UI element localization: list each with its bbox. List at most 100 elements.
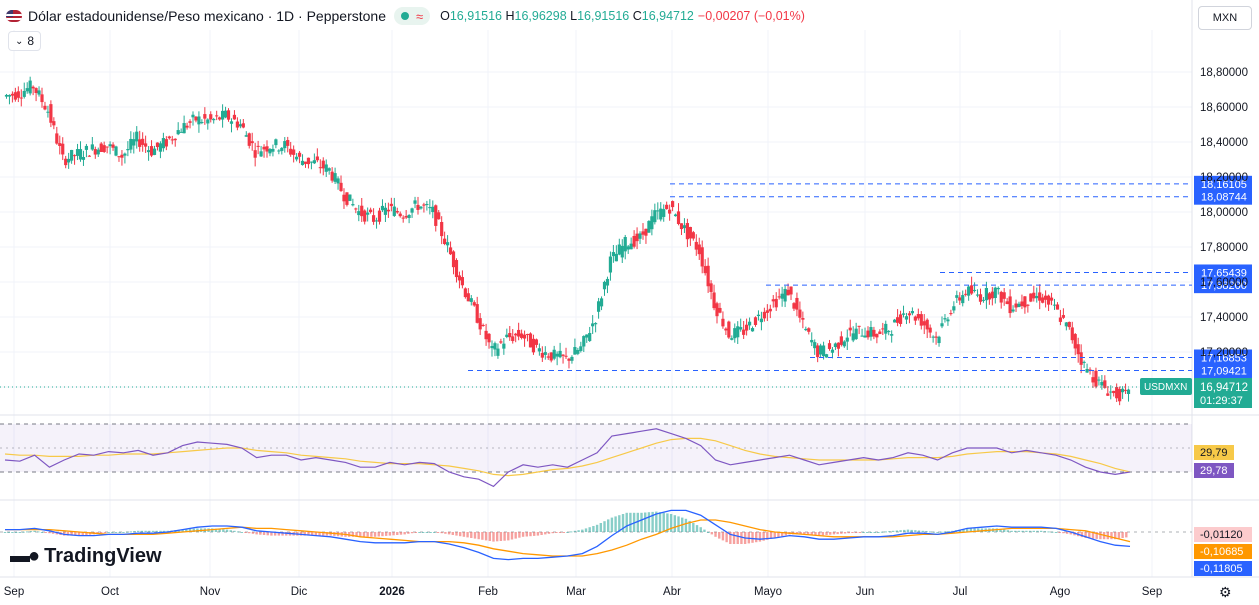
candle-body <box>389 203 393 207</box>
symbol-title[interactable]: Dólar estadounidense/Peso mexicano · 1D … <box>28 8 386 24</box>
candle-body <box>958 297 962 301</box>
macd-bar <box>155 530 158 532</box>
candle-body <box>348 194 352 201</box>
macd-bar <box>29 531 33 533</box>
macd-label: -0,11805 <box>1200 563 1243 575</box>
candle-body <box>596 301 601 312</box>
macd-bar <box>821 532 825 536</box>
candle-body <box>555 353 559 357</box>
candle-body <box>730 338 734 340</box>
x-tick-label: Oct <box>101 586 120 598</box>
candle-body <box>185 125 189 128</box>
candle-body <box>132 139 136 146</box>
macd-bar <box>425 532 429 533</box>
candle-body <box>827 343 832 349</box>
candle-body <box>81 156 86 160</box>
macd-bar <box>884 531 887 533</box>
macd-bar <box>829 532 832 535</box>
candle-body <box>218 117 222 120</box>
candle-body <box>585 334 589 338</box>
macd-bar <box>1062 532 1065 534</box>
candle-body <box>904 316 909 320</box>
candle-body <box>443 238 447 245</box>
macd-bar <box>1080 532 1084 538</box>
candle-body <box>756 314 761 317</box>
candle-body <box>508 333 512 338</box>
macd-bar <box>488 532 491 541</box>
candle-body <box>487 333 491 343</box>
candle-body <box>105 146 109 148</box>
gridlines <box>0 30 1192 577</box>
macd-bar <box>814 532 817 536</box>
macd-bar <box>429 532 432 533</box>
macd-bar <box>310 532 314 536</box>
macd-bar <box>1110 532 1113 540</box>
candle-body <box>499 341 503 343</box>
market-status-pill[interactable]: ≈ <box>393 7 431 25</box>
candle-body <box>884 323 888 334</box>
macd-bar <box>910 529 913 532</box>
macd-bar <box>706 532 710 533</box>
macd-bar <box>1084 532 1087 538</box>
candle-body <box>256 145 260 147</box>
candle-body <box>52 121 56 126</box>
macd-bar <box>436 532 440 533</box>
macd-bar <box>318 532 321 536</box>
candle-body <box>916 314 920 319</box>
macd-bar <box>433 532 436 533</box>
macd-bar <box>965 528 969 532</box>
indicators-toggle[interactable]: ⌄ 8 <box>8 31 42 51</box>
candle-body <box>371 215 376 222</box>
macd-bar <box>677 516 680 532</box>
level-label-bg <box>1194 362 1252 379</box>
macd-bar <box>366 532 369 537</box>
candle-body <box>404 215 408 218</box>
macd-bar <box>1032 530 1035 532</box>
macd-bar <box>266 532 269 536</box>
y-tick-label: 18,00000 <box>1200 207 1248 219</box>
macd-bar <box>418 532 421 533</box>
macd-bar <box>40 532 44 533</box>
candle-body <box>511 336 515 342</box>
candle-body <box>546 356 550 358</box>
macd-bar <box>177 529 181 532</box>
level-label-bg <box>1194 175 1252 192</box>
candle-body <box>517 329 521 337</box>
candle-body <box>1118 388 1122 402</box>
candle-body <box>220 110 225 120</box>
macd-bar <box>962 529 965 532</box>
macd-bar <box>699 527 702 532</box>
candle-body <box>727 321 731 338</box>
macd-bar <box>355 532 358 537</box>
candle-body <box>1041 297 1045 303</box>
macd-bar <box>462 532 466 537</box>
candle-body <box>478 318 482 330</box>
candle-body <box>694 241 698 250</box>
tradingview-logo[interactable]: ▬● TradingView <box>10 545 162 568</box>
candle-body <box>64 158 68 166</box>
candle-body <box>697 244 701 255</box>
macd-bar <box>362 532 366 537</box>
macd-bar <box>325 532 329 536</box>
x-tick-label: Nov <box>200 586 221 598</box>
candle-body <box>398 213 402 217</box>
candle-body <box>297 152 302 157</box>
candle-body <box>250 141 254 144</box>
macd-bar <box>510 532 514 540</box>
currency-selector[interactable]: MXN <box>1198 6 1252 30</box>
candle-body <box>810 339 814 343</box>
candle-body <box>84 145 89 150</box>
candle-body <box>386 209 390 212</box>
macd-bar <box>762 532 765 541</box>
candle-body <box>964 293 968 295</box>
candle-body <box>987 293 991 300</box>
candle-body <box>665 204 669 209</box>
macd-bar <box>732 532 736 544</box>
settings-gear-icon[interactable]: ⚙ <box>1219 584 1232 600</box>
candle-body <box>173 138 177 141</box>
candle-body <box>1026 304 1030 306</box>
macd-bar <box>37 531 40 533</box>
symbol-tag: USDMXN <box>1144 382 1187 393</box>
macd-bar <box>33 530 36 532</box>
